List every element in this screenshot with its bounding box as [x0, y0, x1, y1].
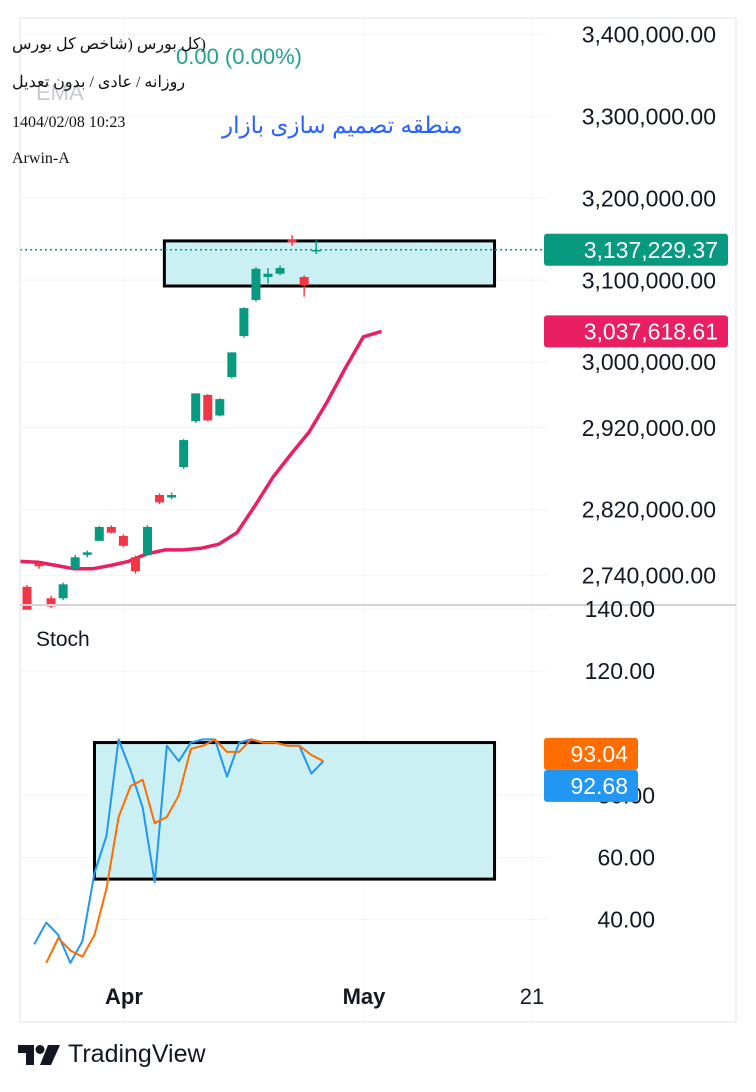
ema-price-tag-bg: [544, 315, 728, 348]
stoch-zone-box: [92, 741, 497, 881]
tradingview-logo[interactable]: TradingView: [18, 1040, 206, 1069]
candle-body: [287, 239, 297, 243]
candle-body: [130, 557, 140, 572]
time-tick-label: 21: [520, 984, 544, 1009]
candle-body: [299, 276, 309, 286]
stoch-k-tag-text: 92.68: [570, 773, 628, 799]
time-tick-label: Apr: [105, 984, 143, 1009]
candle-body: [203, 395, 213, 421]
candle-body: [70, 557, 80, 569]
candle-body: [82, 552, 92, 555]
candle-body: [58, 584, 68, 599]
price-tags: 3,137,229.37 3,037,618.61 93.04 92.68: [544, 233, 728, 802]
price-tick-label: 3,200,000.00: [582, 185, 716, 211]
candle-body: [118, 535, 128, 546]
candle-body: [46, 598, 56, 607]
chart-settings: روزانه / عادی / بدون تعدیل: [12, 74, 186, 91]
time-tick-label: May: [343, 984, 387, 1009]
price-tick-label: 3,400,000.00: [582, 21, 716, 47]
price-tick-label: 2,740,000.00: [582, 562, 716, 588]
candle-body: [179, 440, 189, 468]
candle-body: [143, 526, 152, 555]
candle-body: [34, 563, 44, 567]
candle-body: [275, 267, 285, 274]
tradingview-wordmark: TradingView: [68, 1040, 206, 1068]
price-tick-label: 3,100,000.00: [582, 267, 716, 293]
zone-annotation: منطقه تصمیم سازی بازار: [222, 112, 463, 138]
chart-title: (کل بورس (شاخص کل بورس: [12, 36, 206, 53]
price-tick-label: 3,300,000.00: [582, 103, 716, 129]
candle-body: [227, 352, 237, 377]
candle-body: [263, 273, 273, 277]
candle-body: [239, 308, 249, 336]
top-mask: [0, 0, 756, 18]
stoch-tick-label: 120.00: [585, 658, 655, 684]
candle-body: [191, 393, 201, 422]
ema-indicator-label: EMA: [36, 80, 84, 105]
tradingview-logo-icon: [18, 1044, 60, 1065]
candle-body: [215, 399, 225, 416]
highlight-zones: [92, 239, 497, 881]
candle-body: [22, 586, 32, 610]
ema-price-tag-text: 3,037,618.61: [584, 318, 718, 344]
chart-author: Arwin-A: [12, 150, 70, 167]
change-value: 0.00 (0.00%): [176, 44, 302, 69]
stoch-tick-label: 60.00: [597, 844, 655, 870]
decision-zone-box: [162, 239, 497, 288]
price-axis: 3,400,000.00 3,300,000.00 3,200,000.00 3,10…: [582, 21, 716, 932]
price-tick-label: 2,920,000.00: [582, 415, 716, 441]
last-price-tag-bg: [544, 233, 728, 266]
candle-body: [251, 268, 261, 300]
stoch-indicator-label: Stoch: [36, 628, 90, 651]
candle-body: [106, 526, 116, 533]
stoch-tick-label: 40.00: [597, 906, 655, 932]
candle-body: [94, 526, 104, 541]
stoch-d-line: [45, 738, 324, 964]
chart-frame: [0, 0, 756, 1023]
last-price-tag-text: 3,137,229.37: [584, 237, 718, 263]
time-axis: Apr May 21: [105, 984, 544, 1009]
chart-datetime: 1404/02/08 10:23: [12, 114, 126, 131]
stoch-series: [33, 738, 325, 964]
candles: [20, 235, 548, 610]
candle-body: [167, 494, 177, 498]
price-tick-label: 3,000,000.00: [582, 349, 716, 375]
candle-body: [311, 249, 321, 252]
stoch-tick-label: 140.00: [585, 596, 655, 622]
candle-body: [155, 494, 165, 503]
ema-series: [19, 329, 383, 571]
ema-line: [19, 329, 383, 571]
stoch-d-tag-text: 93.04: [570, 741, 628, 767]
stoch-d-tag-bg: [544, 737, 638, 770]
price-tick-label: 2,820,000.00: [582, 497, 716, 523]
stoch-k-tag-bg: [544, 769, 638, 802]
